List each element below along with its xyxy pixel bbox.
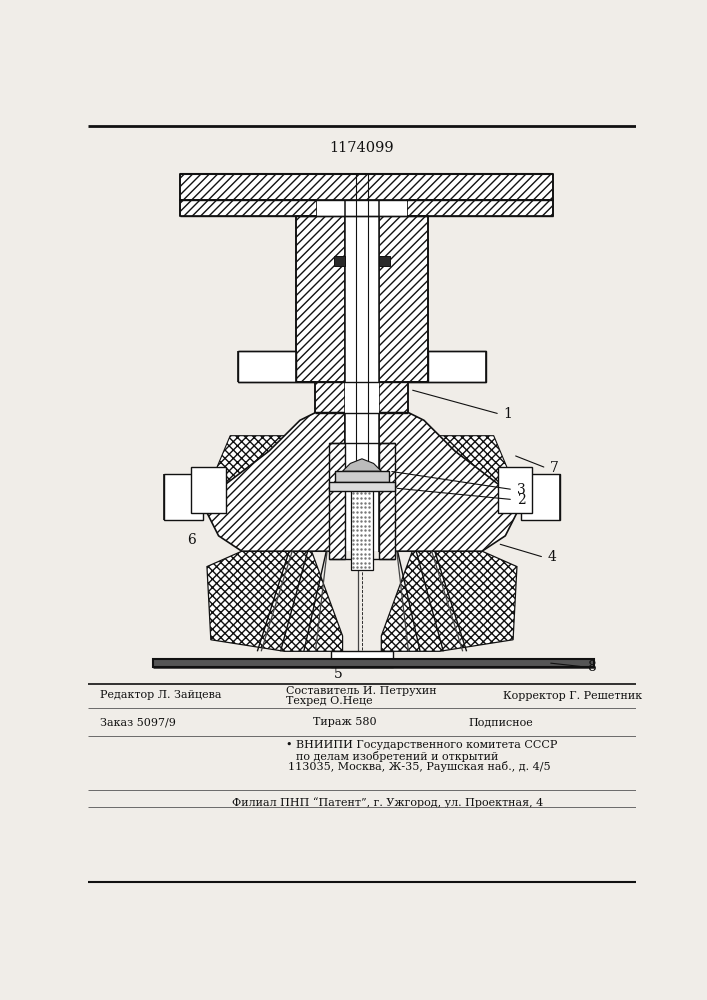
Polygon shape — [329, 443, 345, 559]
Polygon shape — [192, 466, 226, 513]
Text: 2: 2 — [517, 493, 526, 507]
Polygon shape — [409, 436, 517, 544]
Polygon shape — [296, 216, 345, 382]
Polygon shape — [296, 382, 345, 413]
Text: 3: 3 — [517, 483, 526, 497]
Text: 7: 7 — [550, 461, 559, 475]
Polygon shape — [521, 474, 559, 520]
Polygon shape — [379, 413, 521, 551]
Text: 4: 4 — [548, 550, 557, 564]
Text: Филиал ПНП “Патент”, г. Ужгород, ул. Проектная, 4: Филиал ПНП “Патент”, г. Ужгород, ул. Про… — [232, 798, 543, 808]
Polygon shape — [379, 382, 428, 413]
Polygon shape — [153, 659, 595, 667]
Polygon shape — [180, 174, 554, 200]
Text: Редактор Л. Зайцева: Редактор Л. Зайцева — [100, 690, 221, 700]
Text: Техред О.Неце: Техред О.Неце — [286, 696, 373, 706]
Polygon shape — [329, 482, 395, 491]
Polygon shape — [379, 443, 395, 559]
Text: Составитель И. Петрухин: Составитель И. Петрухин — [286, 686, 437, 696]
Polygon shape — [238, 351, 296, 382]
Polygon shape — [345, 413, 379, 551]
Text: 6: 6 — [187, 533, 197, 547]
Text: 1: 1 — [504, 407, 513, 421]
Polygon shape — [207, 551, 343, 651]
Polygon shape — [379, 256, 390, 266]
Polygon shape — [207, 436, 315, 544]
Polygon shape — [428, 351, 486, 382]
Text: Подписное: Подписное — [468, 717, 533, 727]
Polygon shape — [345, 382, 379, 413]
Polygon shape — [203, 413, 345, 551]
Text: 1174099: 1174099 — [329, 141, 395, 155]
Polygon shape — [164, 474, 203, 520]
Text: 113035, Москва, Ж-35, Раушская наб., д. 4/5: 113035, Москва, Ж-35, Раушская наб., д. … — [288, 761, 551, 772]
Polygon shape — [343, 459, 381, 471]
Polygon shape — [379, 216, 428, 382]
Text: 8: 8 — [587, 660, 595, 674]
Polygon shape — [351, 482, 373, 570]
Polygon shape — [407, 200, 554, 216]
Polygon shape — [335, 471, 389, 482]
Text: Тираж 580: Тираж 580 — [313, 717, 377, 727]
Polygon shape — [498, 466, 532, 513]
Polygon shape — [334, 256, 345, 266]
Text: 5: 5 — [334, 667, 343, 681]
Text: по делам изобретений и открытий: по делам изобретений и открытий — [296, 751, 498, 762]
Polygon shape — [180, 200, 317, 216]
Polygon shape — [345, 216, 379, 382]
Text: Корректор Г. Решетник: Корректор Г. Решетник — [503, 691, 642, 701]
Polygon shape — [381, 551, 517, 651]
Polygon shape — [317, 200, 407, 216]
Text: Заказ 5097/9: Заказ 5097/9 — [100, 717, 176, 727]
Text: • ВНИИПИ Государственного комитета СССР: • ВНИИПИ Государственного комитета СССР — [286, 740, 557, 750]
Polygon shape — [331, 651, 393, 667]
